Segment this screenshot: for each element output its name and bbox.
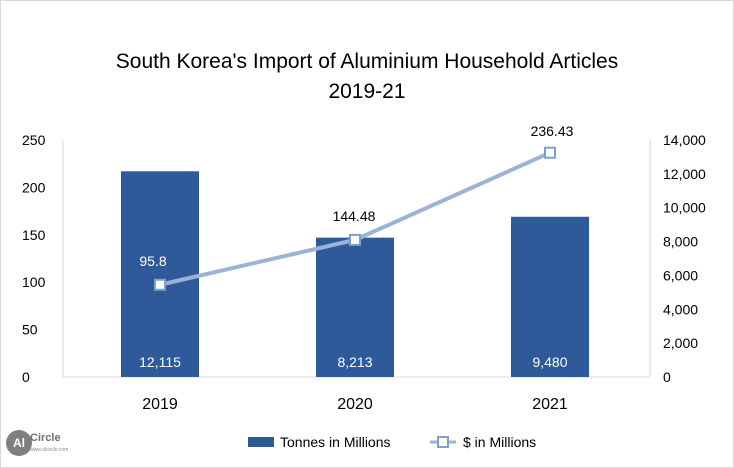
bar <box>121 171 199 377</box>
line-data-label: 236.43 <box>531 123 574 139</box>
bar <box>511 216 589 377</box>
y-right-tick-label: 8,000 <box>663 234 698 250</box>
labels-layer: 12,115 8,213 9,480 95.8 144.48 236.43 <box>139 123 574 370</box>
y-left-tick-label: 150 <box>22 227 46 243</box>
line-point-marker <box>154 278 166 291</box>
y-left-tick-label: 0 <box>22 369 30 385</box>
watermark-logo: Al Circle www.alcircle.com <box>6 430 68 464</box>
axes-layer: 0 50 100 150 200 250 0 2,000 4,000 6,000 8,000 10,0… <box>22 132 706 413</box>
line-layer <box>154 146 556 291</box>
y-right-tick-label: 0 <box>663 369 671 385</box>
legend-label-bar: Tonnes in Millions <box>280 434 391 450</box>
bar-data-label: 8,213 <box>337 354 372 370</box>
line-point-marker <box>349 233 361 246</box>
line-data-label: 95.8 <box>139 253 166 269</box>
y-right-tick-label: 6,000 <box>663 267 698 283</box>
y-left-tick-label: 50 <box>22 322 38 338</box>
watermark-logo-mark: Al <box>6 430 32 456</box>
legend-layer: Tonnes in Millions $ in Millions <box>248 434 536 450</box>
legend-swatch-bar <box>248 437 274 447</box>
watermark-brand: Circle <box>30 432 61 444</box>
legend-label-line: $ in Millions <box>463 434 536 450</box>
y-right-tick-label: 12,000 <box>663 166 706 182</box>
watermark-url: www.alcircle.com <box>30 447 69 453</box>
x-category-label: 2019 <box>142 396 178 413</box>
bar <box>316 237 394 377</box>
line-data-label: 144.48 <box>333 208 376 224</box>
y-right-tick-label: 10,000 <box>663 200 706 216</box>
legend-swatch-marker <box>437 436 449 448</box>
bars-layer <box>121 171 589 377</box>
line-point-marker <box>544 146 556 159</box>
y-left-tick-label: 250 <box>22 132 46 148</box>
bar-data-label: 9,480 <box>532 354 567 370</box>
y-right-tick-label: 2,000 <box>663 335 698 351</box>
chart-title: South Korea's Import of Aluminium Househ… <box>115 50 619 73</box>
y-left-tick-label: 100 <box>22 274 46 290</box>
x-category-label: 2021 <box>532 396 568 413</box>
bar-data-label: 12,115 <box>139 354 181 370</box>
chart-subtitle: 2019-21 <box>328 80 406 103</box>
y-left-tick-label: 200 <box>22 179 46 195</box>
y-right-tick-label: 14,000 <box>663 132 706 148</box>
y-right-tick-label: 4,000 <box>663 301 698 317</box>
x-category-label: 2020 <box>337 396 373 413</box>
